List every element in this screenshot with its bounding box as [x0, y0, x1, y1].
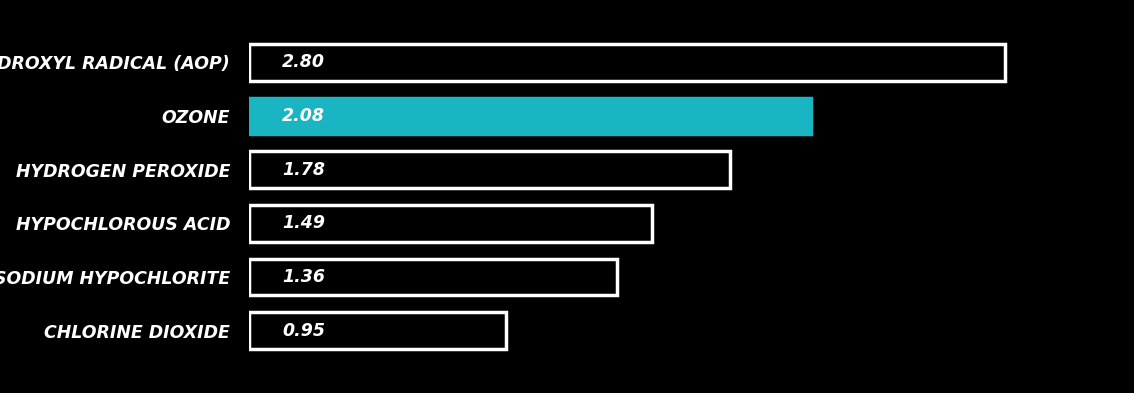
- Bar: [249, 259, 617, 295]
- Text: 0.95: 0.95: [282, 321, 324, 340]
- Text: 1.36: 1.36: [282, 268, 324, 286]
- Text: 2.08: 2.08: [282, 107, 324, 125]
- Bar: [249, 205, 652, 242]
- Bar: [249, 312, 506, 349]
- Text: 1.78: 1.78: [282, 161, 324, 179]
- Bar: [249, 44, 1006, 81]
- Bar: [249, 98, 811, 134]
- Text: 1.49: 1.49: [282, 214, 324, 232]
- Text: 2.80: 2.80: [282, 53, 324, 72]
- Bar: [249, 151, 730, 188]
